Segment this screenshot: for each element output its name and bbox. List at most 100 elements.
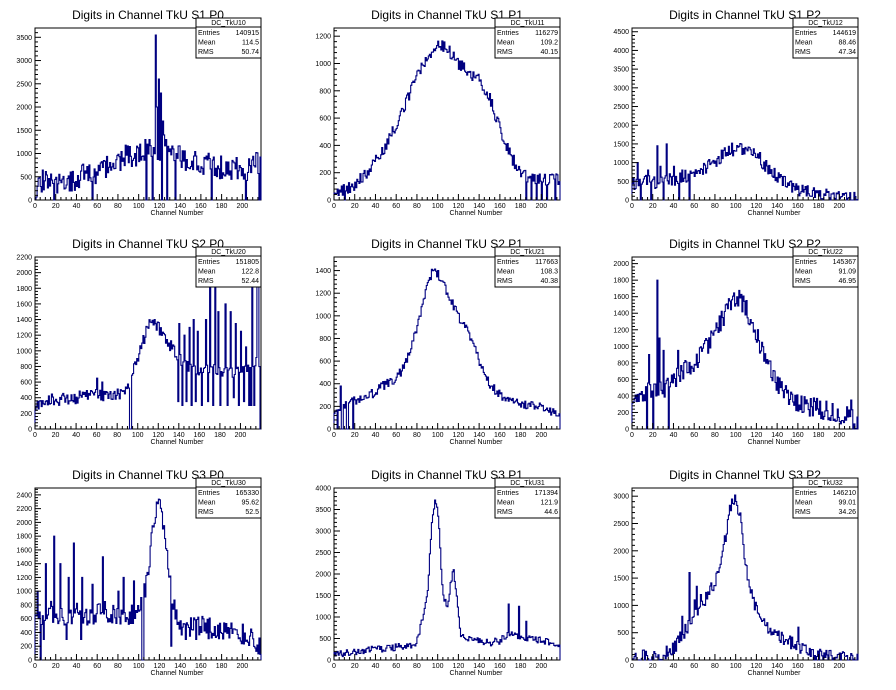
stats-key: Mean [497, 269, 515, 276]
stats-name: DC_TkU22 [808, 249, 843, 256]
y-tick-label: 1000 [16, 151, 32, 158]
y-tick-label: 400 [20, 395, 32, 402]
y-tick-label: 2500 [613, 521, 629, 528]
histogram-panel-4: Digits in Channel TkU S2 P0 0 20 40 60 80 100 1… [16, 237, 262, 446]
x-tick-label: 80 [113, 432, 121, 439]
histogram-series [632, 494, 859, 661]
x-tick-label: 140 [771, 663, 783, 670]
stats-key: Entries [497, 30, 519, 37]
x-tick-label: 180 [214, 432, 226, 439]
y-tick-label: 1200 [315, 34, 331, 41]
stats-key: Entries [795, 30, 817, 37]
stats-box: DC_TkU21 Entries 117663 Mean 108.3 RMS 40.38 [494, 246, 561, 288]
stats-value: 52.5 [245, 509, 259, 516]
histogram-panel-7: Digits in Channel TkU S3 P0 0 20 40 60 80 100 1… [16, 468, 262, 677]
stats-value: 145367 [833, 259, 856, 266]
x-tick-label: 180 [813, 203, 825, 210]
stats-box: DC_TkU22 Entries 145367 Mean 91.09 RMS 46.95 [792, 246, 859, 288]
y-tick-label: 1500 [16, 128, 32, 135]
x-tick-label: 160 [494, 203, 506, 210]
stats-box: DC_TkU12 Entries 144619 Mean 88.46 RMS 47.34 [792, 17, 859, 59]
x-tick-label: 20 [52, 663, 60, 670]
x-tick-label: 180 [216, 203, 228, 210]
stats-box: DC_TkU31 Entries 171394 Mean 121.9 RMS 44.6 [494, 477, 561, 519]
x-tick-label: 100 [730, 663, 742, 670]
x-tick-label: 160 [792, 663, 804, 670]
x-axis-label: Channel Number [151, 670, 205, 677]
stats-value: 50.74 [241, 49, 259, 56]
y-tick-label: 4500 [613, 29, 629, 36]
histogram-series [631, 279, 859, 430]
x-axis-label: Channel Number [151, 439, 205, 446]
y-tick-label: 2500 [613, 104, 629, 111]
stats-value: 171394 [535, 490, 558, 497]
y-tick-label: 1000 [315, 313, 331, 320]
y-tick-label: 1400 [16, 561, 32, 568]
stats-key: Mean [198, 269, 216, 276]
y-tick-label: 600 [20, 616, 32, 623]
stats-value: 116279 [535, 30, 558, 37]
stats-value: 40.38 [540, 278, 558, 285]
stats-key: RMS [795, 278, 811, 285]
y-tick-label: 2000 [315, 572, 331, 579]
y-tick-label: 1000 [613, 160, 629, 167]
y-tick-label: 3000 [315, 529, 331, 536]
stats-name: DC_TkU10 [211, 20, 246, 27]
stats-key: Mean [795, 269, 813, 276]
y-tick-label: 2000 [613, 548, 629, 555]
stats-name: DC_TkU11 [510, 20, 544, 27]
stats-key: RMS [497, 49, 513, 56]
x-tick-label: 180 [515, 203, 527, 210]
y-tick-label: 1200 [16, 333, 32, 340]
x-tick-label: 120 [751, 663, 763, 670]
y-tick-label: 1800 [16, 286, 32, 293]
y-tick-label: 1000 [16, 589, 32, 596]
stats-value: 109.2 [540, 40, 558, 47]
x-tick-label: 140 [473, 432, 485, 439]
x-tick-label: 200 [535, 432, 547, 439]
x-tick-label: 20 [649, 663, 657, 670]
x-tick-label: 80 [114, 663, 122, 670]
y-tick-label: 1500 [613, 576, 629, 583]
chart-title: Digits in Channel TkU S3 P1 [371, 468, 523, 482]
x-tick-label: 80 [711, 663, 719, 670]
stats-key: Entries [198, 30, 220, 37]
x-tick-label: 200 [833, 203, 845, 210]
x-tick-label: 60 [690, 432, 698, 439]
y-tick-label: 0 [625, 658, 629, 665]
stats-value: 99.01 [838, 500, 856, 507]
y-tick-label: 600 [20, 380, 32, 387]
y-tick-label: 400 [617, 393, 629, 400]
y-tick-label: 200 [319, 170, 331, 177]
y-tick-label: 0 [327, 658, 331, 665]
x-tick-label: 20 [351, 432, 359, 439]
stats-value: 108.3 [540, 269, 558, 276]
stats-key: Mean [497, 500, 515, 507]
x-tick-label: 40 [670, 432, 678, 439]
stats-value: 52.44 [241, 278, 259, 285]
stats-key: Entries [497, 259, 519, 266]
y-tick-label: 2000 [16, 270, 32, 277]
chart-title: Digits in Channel TkU S2 P1 [371, 237, 523, 251]
chart-title: Digits in Channel TkU S3 P2 [669, 468, 821, 482]
stats-value: 91.09 [838, 269, 856, 276]
plot-frame [333, 27, 561, 201]
y-tick-label: 1500 [613, 141, 629, 148]
stats-key: Entries [198, 490, 220, 497]
stats-name: DC_TkU31 [510, 480, 545, 487]
stats-value: 46.95 [838, 278, 856, 285]
stats-box: DC_TkU10 Entries 140915 Mean 114.5 RMS 50.74 [195, 17, 262, 59]
stats-value: 88.46 [838, 40, 856, 47]
stats-value: 114.5 [242, 40, 259, 47]
x-tick-label: 180 [216, 663, 228, 670]
stats-box: DC_TkU11 Entries 116279 Mean 109.2 RMS 40.15 [494, 17, 561, 59]
stats-value: 144619 [833, 30, 856, 37]
x-tick-label: 40 [372, 663, 380, 670]
y-tick-label: 800 [20, 602, 32, 609]
x-tick-label: 160 [195, 203, 207, 210]
x-tick-label: 20 [649, 203, 657, 210]
x-axis-label: Channel Number [450, 670, 504, 677]
x-tick-label: 0 [332, 203, 336, 210]
y-tick-label: 3500 [16, 35, 32, 42]
